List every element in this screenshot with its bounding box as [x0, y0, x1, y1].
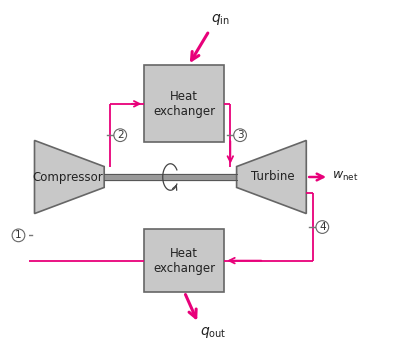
Polygon shape	[236, 141, 306, 213]
Polygon shape	[35, 141, 104, 213]
Text: Heat
exchanger: Heat exchanger	[153, 90, 215, 118]
Text: 1: 1	[15, 230, 22, 240]
Text: 3: 3	[237, 130, 243, 140]
Text: $q_\mathrm{out}$: $q_\mathrm{out}$	[200, 325, 227, 340]
Text: Turbine: Turbine	[252, 171, 295, 183]
Text: Heat
exchanger: Heat exchanger	[153, 247, 215, 275]
Text: $w_\mathrm{net}$: $w_\mathrm{net}$	[332, 170, 358, 183]
Text: $q_\mathrm{in}$: $q_\mathrm{in}$	[211, 12, 230, 27]
Bar	[144, 229, 224, 292]
Text: 2: 2	[117, 130, 124, 140]
Bar	[144, 65, 224, 142]
Text: Compressor: Compressor	[32, 171, 103, 183]
Text: 4: 4	[319, 222, 326, 232]
